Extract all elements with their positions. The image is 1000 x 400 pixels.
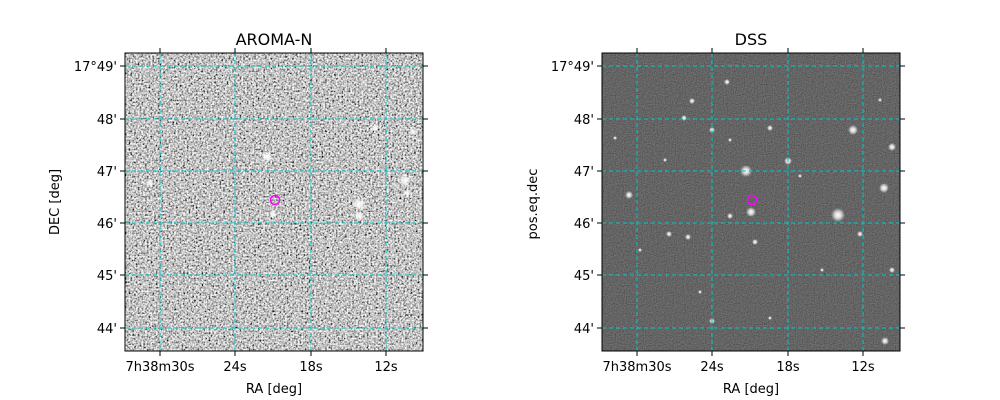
y-tick-label: 47' bbox=[574, 165, 594, 180]
star bbox=[625, 191, 633, 199]
star bbox=[752, 239, 758, 245]
y-tick-label: 48' bbox=[97, 113, 117, 128]
grid-lines bbox=[125, 53, 423, 351]
source-blob bbox=[269, 210, 277, 218]
star bbox=[728, 138, 732, 142]
star bbox=[746, 207, 756, 217]
chart-title: DSS bbox=[735, 30, 768, 49]
x-tick-label: 18s bbox=[299, 360, 323, 375]
source-blob bbox=[352, 197, 366, 211]
x-axis-label: RA [deg] bbox=[246, 382, 302, 397]
x-tick-label: 24s bbox=[223, 360, 247, 375]
panel-aroma-n: AROMA-N 7h38m30s 24s 18s 12s 17°49' 48' 47' 46'… bbox=[48, 30, 428, 397]
star bbox=[857, 231, 863, 237]
image-noise bbox=[602, 53, 900, 351]
star bbox=[888, 143, 896, 151]
star bbox=[663, 158, 667, 162]
source-blob bbox=[371, 124, 379, 132]
star bbox=[685, 234, 691, 240]
star bbox=[768, 316, 772, 320]
source-blob bbox=[399, 174, 411, 186]
y-tick-label: 45' bbox=[97, 269, 117, 284]
star bbox=[613, 136, 617, 140]
star bbox=[727, 213, 733, 219]
x-tick-label: 24s bbox=[700, 360, 724, 375]
y-tick-label: 47' bbox=[97, 165, 117, 180]
source-blob bbox=[403, 189, 411, 197]
x-tick-label: 12s bbox=[851, 360, 875, 375]
grid-lines bbox=[602, 53, 900, 351]
star bbox=[831, 208, 845, 222]
star bbox=[767, 125, 773, 131]
x-tick-label: 7h38m30s bbox=[125, 360, 194, 375]
x-tick-label: 7h38m30s bbox=[602, 360, 671, 375]
x-tick-label: 18s bbox=[776, 360, 800, 375]
image-noise bbox=[125, 53, 423, 351]
star bbox=[881, 337, 889, 345]
y-tick-label: 46' bbox=[97, 217, 117, 232]
star bbox=[698, 290, 702, 294]
star bbox=[878, 98, 882, 102]
y-tick-label: 44' bbox=[574, 322, 594, 337]
x-tick-label: 12s bbox=[374, 360, 398, 375]
y-axis-label: DEC [deg] bbox=[48, 169, 63, 235]
axis-ticks: 7h38m30s 24s 18s 12s 17°49' 48' 47' 46' 45' 44' bbox=[551, 48, 905, 375]
target-marker bbox=[746, 194, 758, 206]
star bbox=[724, 79, 730, 85]
y-tick-label: 46' bbox=[574, 217, 594, 232]
chart-title: AROMA-N bbox=[236, 30, 313, 49]
y-tick-label: 45' bbox=[574, 269, 594, 284]
axes-frame bbox=[124, 52, 424, 352]
star bbox=[638, 248, 642, 252]
axis-ticks: 7h38m30s 24s 18s 12s 17°49' 48' 47' 46' 45' 44' bbox=[74, 48, 428, 375]
source-blob bbox=[146, 179, 154, 187]
star bbox=[798, 174, 802, 178]
axes-frame bbox=[601, 52, 901, 352]
star bbox=[820, 268, 824, 272]
source-blob bbox=[409, 128, 417, 136]
image-area bbox=[602, 53, 900, 351]
star bbox=[848, 125, 858, 135]
star bbox=[681, 115, 687, 121]
star bbox=[666, 231, 672, 237]
y-tick-label: 44' bbox=[97, 322, 117, 337]
source-blob bbox=[354, 211, 364, 221]
star bbox=[689, 98, 695, 104]
image-area bbox=[125, 53, 423, 351]
target-marker bbox=[269, 194, 281, 206]
panel-dss: DSS 7h38m30s 24s 18s 12s 17°49' 48' 47' 46' 45' 4… bbox=[526, 30, 905, 397]
y-axis-label: pos.eq.dec bbox=[526, 169, 541, 240]
y-tick-label: 17°49' bbox=[551, 60, 594, 75]
star bbox=[889, 267, 895, 273]
stars bbox=[613, 79, 896, 345]
y-tick-label: 48' bbox=[574, 113, 594, 128]
x-axis-label: RA [deg] bbox=[723, 382, 779, 397]
source-blob bbox=[261, 151, 273, 163]
source-blobs bbox=[146, 124, 417, 221]
y-tick-label: 17°49' bbox=[74, 60, 117, 75]
star bbox=[879, 183, 889, 193]
